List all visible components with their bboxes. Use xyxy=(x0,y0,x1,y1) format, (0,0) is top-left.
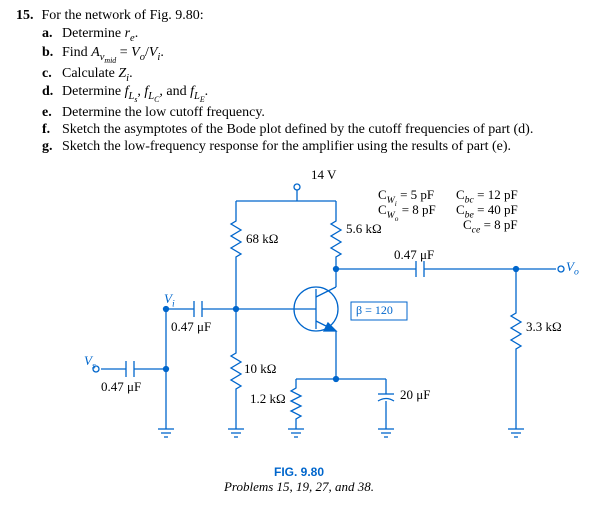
cce-label: Cce = 8 pF xyxy=(463,217,518,236)
r68k-label: 68 kΩ xyxy=(246,231,278,247)
cwo-label: CWo = 8 pF xyxy=(378,202,436,223)
cap-e-label: 20 μF xyxy=(400,387,430,403)
part-letter: a. xyxy=(42,26,56,42)
vi-label: Vi xyxy=(164,291,175,310)
part-text: Sketch the asymptotes of the Bode plot d… xyxy=(62,122,533,138)
part-letter: b. xyxy=(42,45,56,61)
part-letter: e. xyxy=(42,105,56,121)
vo-label: Vo xyxy=(566,259,579,278)
part-text: Determine the low cutoff frequency. xyxy=(62,105,265,121)
problem-parts: a. Determine re. b. Find Avmid = Vo/Vi. c.… xyxy=(42,26,582,155)
part-text: Find Avmid = Vo/Vi. xyxy=(62,45,164,65)
part-text: Sketch the low-frequency response for th… xyxy=(62,139,511,155)
cap-in-label: 0.47 μF xyxy=(171,319,211,335)
problem-number: 15. xyxy=(16,8,34,24)
r33k-label: 3.3 kΩ xyxy=(526,319,562,335)
part-text: Calculate Zi. xyxy=(62,66,133,84)
part-letter: f. xyxy=(42,122,56,138)
beta-label: β = 120 xyxy=(356,303,393,318)
r10k-label: 10 kΩ xyxy=(244,361,276,377)
part-text: Determine fLs, fLC, and fLE. xyxy=(62,84,208,104)
figure-title: FIG. 9.80 xyxy=(16,465,582,479)
part-letter: c. xyxy=(42,66,56,82)
part-letter: g. xyxy=(42,139,56,155)
circuit-diagram: 14 V 68 kΩ 5.6 kΩ 0.47 μF β = 120 3.3 kΩ… xyxy=(16,169,586,459)
vs-label: Vs xyxy=(84,353,96,372)
figure-subtitle: Problems 15, 19, 27, and 38. xyxy=(16,479,582,495)
part-letter: d. xyxy=(42,84,56,100)
part-text: Determine re. xyxy=(62,26,138,44)
cap-s-label: 0.47 μF xyxy=(101,379,141,395)
r12k-label: 1.2 kΩ xyxy=(250,391,286,407)
problem-intro: For the network of Fig. 9.80: xyxy=(42,8,204,24)
cap-out-label: 0.47 μF xyxy=(394,247,434,263)
r56k-label: 5.6 kΩ xyxy=(346,221,382,237)
vcc-label: 14 V xyxy=(311,167,336,183)
